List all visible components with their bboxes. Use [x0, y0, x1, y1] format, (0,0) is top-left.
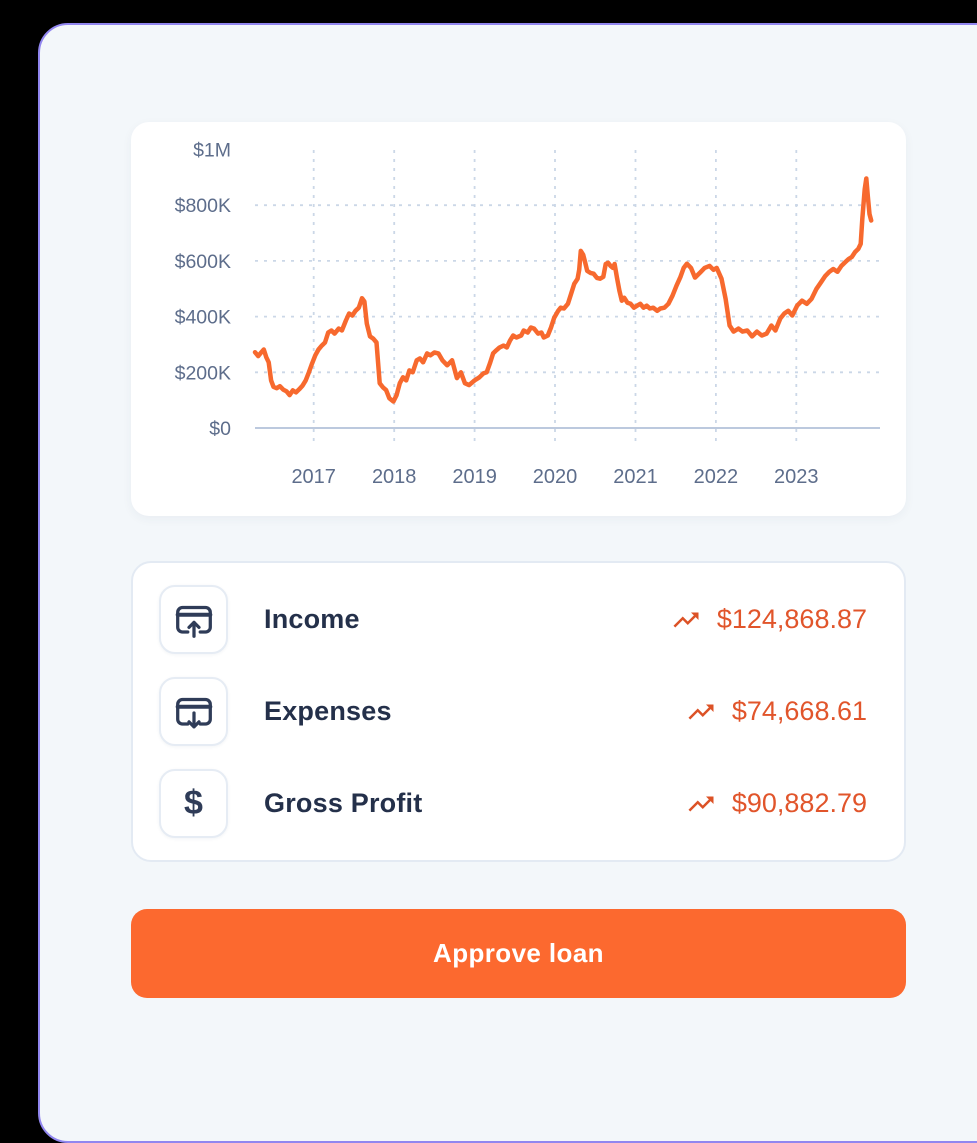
summary-row-expenses: Expenses $74,668.61	[159, 677, 867, 746]
income-label: Income	[264, 604, 360, 634]
expenses-label: Expenses	[264, 696, 392, 726]
x-tick-label: 2020	[533, 466, 578, 488]
income-value-group: $124,868.87	[669, 604, 867, 635]
y-tick-label: $800K	[175, 195, 231, 217]
summary-row-gross-profit: $ Gross Profit $90,882.79	[159, 769, 867, 838]
approve-loan-button[interactable]: Approve loan	[131, 909, 906, 998]
x-tick-label: 2023	[774, 466, 819, 488]
y-tick-label: $0	[209, 418, 231, 440]
trending-up-icon	[673, 612, 699, 627]
expenses-value-group: $74,668.61	[684, 696, 867, 727]
gross-profit-label: Gross Profit	[264, 788, 423, 818]
financial-summary-card: Income $124,868.87 Expenses	[131, 561, 906, 862]
card-arrow-down-icon	[159, 677, 228, 746]
x-tick-label: 2017	[291, 466, 336, 488]
y-tick-label: $200K	[175, 362, 231, 384]
y-tick-label: $600K	[175, 251, 231, 273]
gross-profit-value-group: $90,882.79	[684, 788, 867, 819]
dollar-icon: $	[159, 769, 228, 838]
gross-profit-value: $90,882.79	[731, 788, 867, 818]
revenue-series-line	[252, 176, 874, 404]
x-tick-label: 2021	[613, 466, 658, 488]
income-value: $124,868.87	[716, 604, 867, 634]
revenue-chart-card: 2017 2018 2019 2020 2021 2022 2023 $1M $800K $600…	[131, 122, 906, 516]
card-arrow-up-icon	[159, 585, 228, 654]
revenue-line-chart: 2017 2018 2019 2020 2021 2022 2023 $1M $800K $600…	[175, 140, 880, 488]
trending-up-icon	[688, 704, 714, 719]
summary-row-income: Income $124,868.87	[159, 585, 867, 654]
trending-up-icon	[688, 796, 714, 811]
page-background: 2017 2018 2019 2020 2021 2022 2023 $1M $800K $600…	[38, 23, 977, 1143]
y-tick-label: $400K	[175, 307, 231, 329]
y-tick-label: $1M	[193, 140, 231, 162]
expenses-value: $74,668.61	[731, 696, 867, 726]
x-tick-label: 2018	[372, 466, 417, 488]
x-tick-label: 2022	[694, 466, 739, 488]
x-tick-label: 2019	[452, 466, 497, 488]
